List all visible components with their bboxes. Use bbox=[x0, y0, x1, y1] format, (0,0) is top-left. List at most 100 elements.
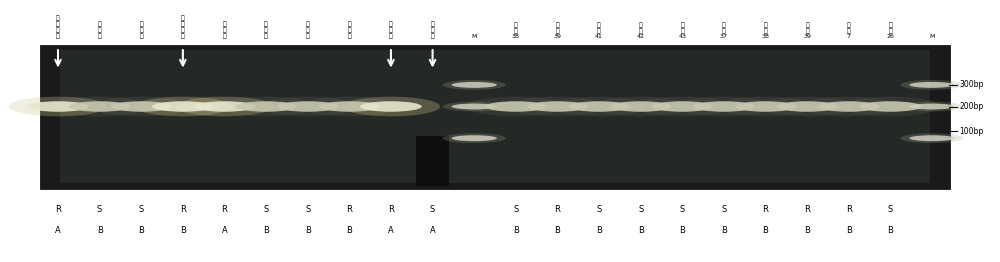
Bar bbox=[60, 50, 930, 183]
Ellipse shape bbox=[443, 102, 506, 111]
Bar bbox=[60, 50, 930, 183]
Text: B: B bbox=[97, 226, 103, 235]
Bar bbox=[60, 50, 930, 183]
Ellipse shape bbox=[900, 80, 964, 90]
Text: B: B bbox=[887, 226, 893, 235]
Bar bbox=[60, 50, 930, 183]
Ellipse shape bbox=[152, 101, 214, 112]
Bar bbox=[60, 50, 930, 183]
Bar bbox=[60, 50, 930, 183]
Text: R: R bbox=[180, 205, 186, 214]
Bar bbox=[60, 50, 930, 183]
Ellipse shape bbox=[800, 97, 898, 116]
Bar bbox=[60, 50, 930, 183]
Ellipse shape bbox=[860, 101, 921, 112]
Ellipse shape bbox=[443, 133, 506, 143]
Text: 绵
麦
37: 绵 麦 37 bbox=[720, 22, 728, 39]
Text: B: B bbox=[721, 226, 727, 235]
Text: R: R bbox=[222, 205, 227, 214]
Ellipse shape bbox=[909, 135, 955, 141]
Text: B: B bbox=[180, 226, 186, 235]
Ellipse shape bbox=[909, 82, 955, 88]
Text: B: B bbox=[804, 226, 810, 235]
Text: S: S bbox=[680, 205, 685, 214]
Text: B: B bbox=[305, 226, 311, 235]
Ellipse shape bbox=[217, 97, 315, 116]
Text: 300bp: 300bp bbox=[959, 80, 983, 89]
Ellipse shape bbox=[319, 101, 380, 112]
Text: M: M bbox=[472, 34, 477, 39]
Text: S: S bbox=[263, 205, 269, 214]
Ellipse shape bbox=[134, 97, 232, 116]
Text: 川
麦
42: 川 麦 42 bbox=[637, 22, 645, 39]
Text: 绵
麦
38: 绵 麦 38 bbox=[762, 22, 769, 39]
Ellipse shape bbox=[776, 101, 838, 112]
Ellipse shape bbox=[277, 101, 339, 112]
Bar bbox=[60, 50, 930, 183]
Ellipse shape bbox=[610, 101, 671, 112]
Bar bbox=[60, 50, 930, 183]
Bar bbox=[60, 50, 930, 183]
Ellipse shape bbox=[568, 101, 630, 112]
Text: S: S bbox=[721, 205, 727, 214]
Text: 川
麦
38: 川 麦 38 bbox=[512, 22, 520, 39]
Text: 玉
田
稻
麦: 玉 田 稻 麦 bbox=[181, 15, 185, 39]
Ellipse shape bbox=[818, 101, 880, 112]
Text: 川
麦
39: 川 麦 39 bbox=[553, 22, 561, 39]
Ellipse shape bbox=[9, 97, 107, 116]
Text: 200bp: 200bp bbox=[959, 102, 983, 111]
Text: 金
包
玉: 金 包 玉 bbox=[389, 21, 393, 39]
Ellipse shape bbox=[527, 101, 588, 112]
Bar bbox=[416, 136, 449, 186]
Text: 绵
阳
26: 绵 阳 26 bbox=[886, 22, 894, 39]
Ellipse shape bbox=[841, 97, 939, 116]
Ellipse shape bbox=[452, 135, 497, 141]
Bar bbox=[60, 50, 930, 183]
Text: A: A bbox=[430, 226, 435, 235]
Ellipse shape bbox=[467, 97, 565, 116]
Text: B: B bbox=[513, 226, 519, 235]
Text: B: B bbox=[346, 226, 352, 235]
Ellipse shape bbox=[235, 101, 297, 112]
Text: S: S bbox=[513, 205, 518, 214]
Ellipse shape bbox=[485, 101, 547, 112]
Text: B: B bbox=[638, 226, 644, 235]
Ellipse shape bbox=[443, 80, 506, 90]
Ellipse shape bbox=[900, 102, 964, 111]
Text: R: R bbox=[554, 205, 560, 214]
Bar bbox=[60, 50, 930, 183]
Ellipse shape bbox=[259, 97, 357, 116]
Ellipse shape bbox=[452, 103, 497, 110]
Text: S: S bbox=[139, 205, 144, 214]
Text: B: B bbox=[138, 226, 144, 235]
Bar bbox=[60, 50, 930, 183]
Text: R: R bbox=[346, 205, 352, 214]
Ellipse shape bbox=[452, 82, 497, 88]
Bar bbox=[60, 50, 930, 183]
Text: B: B bbox=[846, 226, 852, 235]
Text: R: R bbox=[55, 205, 61, 214]
Text: 川
麦
43: 川 麦 43 bbox=[678, 22, 686, 39]
Text: S: S bbox=[888, 205, 893, 214]
Ellipse shape bbox=[693, 101, 755, 112]
Ellipse shape bbox=[717, 97, 815, 116]
Text: B: B bbox=[679, 226, 685, 235]
Ellipse shape bbox=[342, 97, 440, 116]
Text: R: R bbox=[388, 205, 394, 214]
Text: 稻
麦
子: 稻 麦 子 bbox=[98, 21, 101, 39]
Ellipse shape bbox=[508, 97, 606, 116]
Text: B: B bbox=[554, 226, 560, 235]
Text: 桑
日
折
达: 桑 日 折 达 bbox=[56, 15, 60, 39]
Text: 绵
衣
7: 绵 衣 7 bbox=[847, 22, 851, 39]
Bar bbox=[60, 50, 930, 183]
Ellipse shape bbox=[175, 97, 273, 116]
Ellipse shape bbox=[758, 97, 856, 116]
Bar bbox=[60, 50, 930, 183]
Text: 无
花
头: 无 花 头 bbox=[264, 21, 268, 39]
Text: A: A bbox=[55, 226, 61, 235]
Text: 铁
壳
麦: 铁 壳 麦 bbox=[223, 21, 226, 39]
Text: A: A bbox=[388, 226, 394, 235]
Text: B: B bbox=[263, 226, 269, 235]
Text: S: S bbox=[305, 205, 310, 214]
Bar bbox=[60, 50, 930, 183]
